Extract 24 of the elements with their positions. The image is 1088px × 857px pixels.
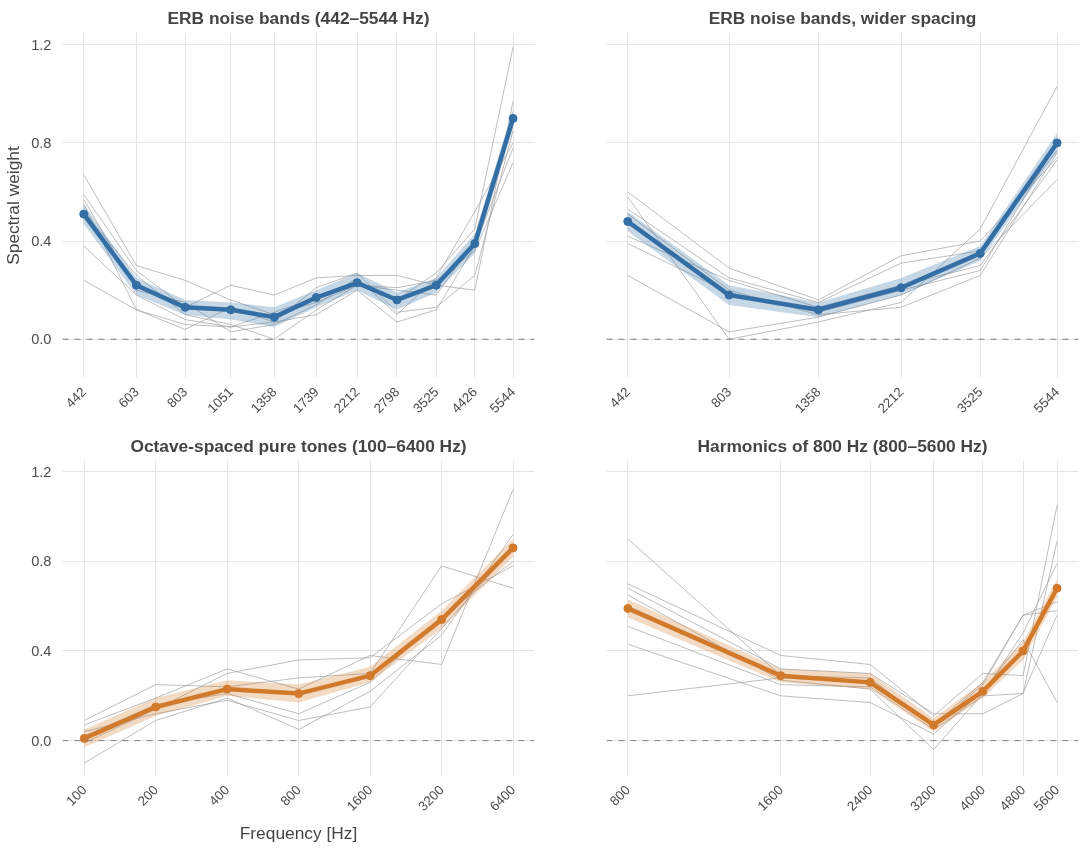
chart-title: Octave-spaced pure tones (100–6400 Hz) bbox=[130, 435, 467, 456]
y-tick-label: 1.2 bbox=[31, 36, 52, 53]
chart-title: ERB noise bands, wider spacing bbox=[708, 7, 977, 28]
x-tick-label: 100 bbox=[63, 782, 90, 809]
y-tick-label: 0.8 bbox=[31, 553, 52, 570]
x-axis-title: Frequency [Hz] bbox=[239, 822, 358, 843]
y-tick-label: 0.8 bbox=[31, 134, 52, 151]
x-tick-label: 400 bbox=[206, 782, 233, 809]
y-tick-label: 0.4 bbox=[31, 643, 52, 659]
y-tick-label: 0.0 bbox=[31, 732, 52, 749]
x-tick-label: 442 bbox=[606, 384, 634, 411]
chart-title: Harmonics of 800 Hz (800–5600 Hz) bbox=[697, 435, 988, 456]
x-tick-label: 800 bbox=[606, 782, 634, 809]
x-tick-label: 200 bbox=[134, 782, 162, 809]
x-tick-label: 603 bbox=[115, 384, 142, 411]
y-tick-label: 0.4 bbox=[31, 233, 52, 250]
x-tick-label: 803 bbox=[708, 384, 735, 411]
x-tick-label: 803 bbox=[164, 384, 191, 411]
x-tick-label: 800 bbox=[277, 782, 304, 809]
y-axis-title: Spectral weight bbox=[3, 146, 24, 265]
y-tick-label: 1.2 bbox=[31, 463, 52, 480]
chart-title: ERB noise bands (442–5544 Hz) bbox=[167, 7, 430, 28]
y-tick-label: 0.0 bbox=[31, 331, 52, 348]
x-tick-label: 442 bbox=[62, 384, 90, 411]
